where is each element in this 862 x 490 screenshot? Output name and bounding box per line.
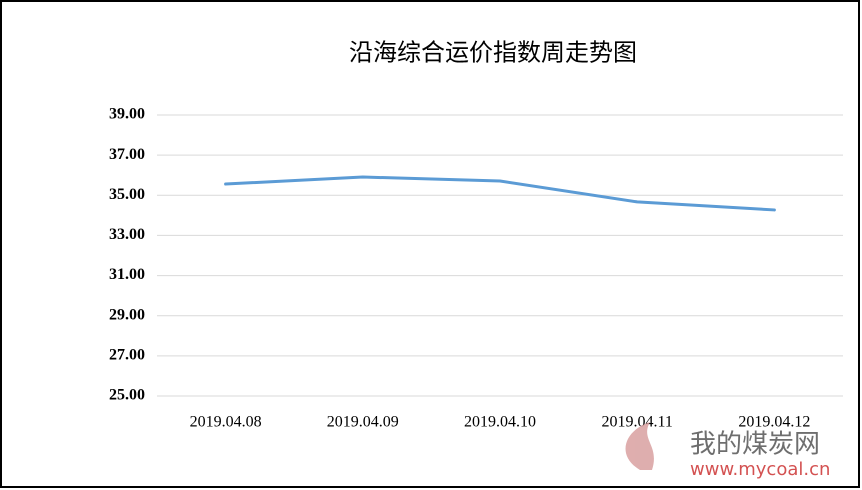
x-tick-label: 2019.04.11: [601, 414, 672, 431]
x-tick-label: 2019.04.09: [327, 414, 399, 431]
watermark-url: www.mycoal.cn: [690, 459, 830, 480]
chart-title: 沿海综合运价指数周走势图: [349, 40, 637, 67]
y-tick-label: 29.00: [109, 306, 145, 323]
x-tick-label: 2019.04.12: [738, 414, 810, 431]
y-tick-label: 35.00: [109, 186, 145, 203]
watermark-name: 我的煤炭网: [690, 430, 820, 460]
x-tick-label: 2019.04.08: [190, 414, 262, 431]
y-tick-label: 31.00: [109, 266, 145, 283]
watermark: 我的煤炭网 www.mycoal.cn: [625, 422, 830, 480]
y-tick-label: 33.00: [109, 226, 145, 243]
watermark-logo: [625, 422, 654, 470]
y-tick-label: 25.00: [109, 387, 145, 404]
y-tick-label: 27.00: [109, 347, 145, 364]
y-tick-label: 37.00: [109, 146, 145, 163]
series-line: [224, 175, 776, 212]
x-tick-label: 2019.04.10: [464, 414, 536, 431]
y-tick-label: 39.00: [109, 106, 145, 123]
